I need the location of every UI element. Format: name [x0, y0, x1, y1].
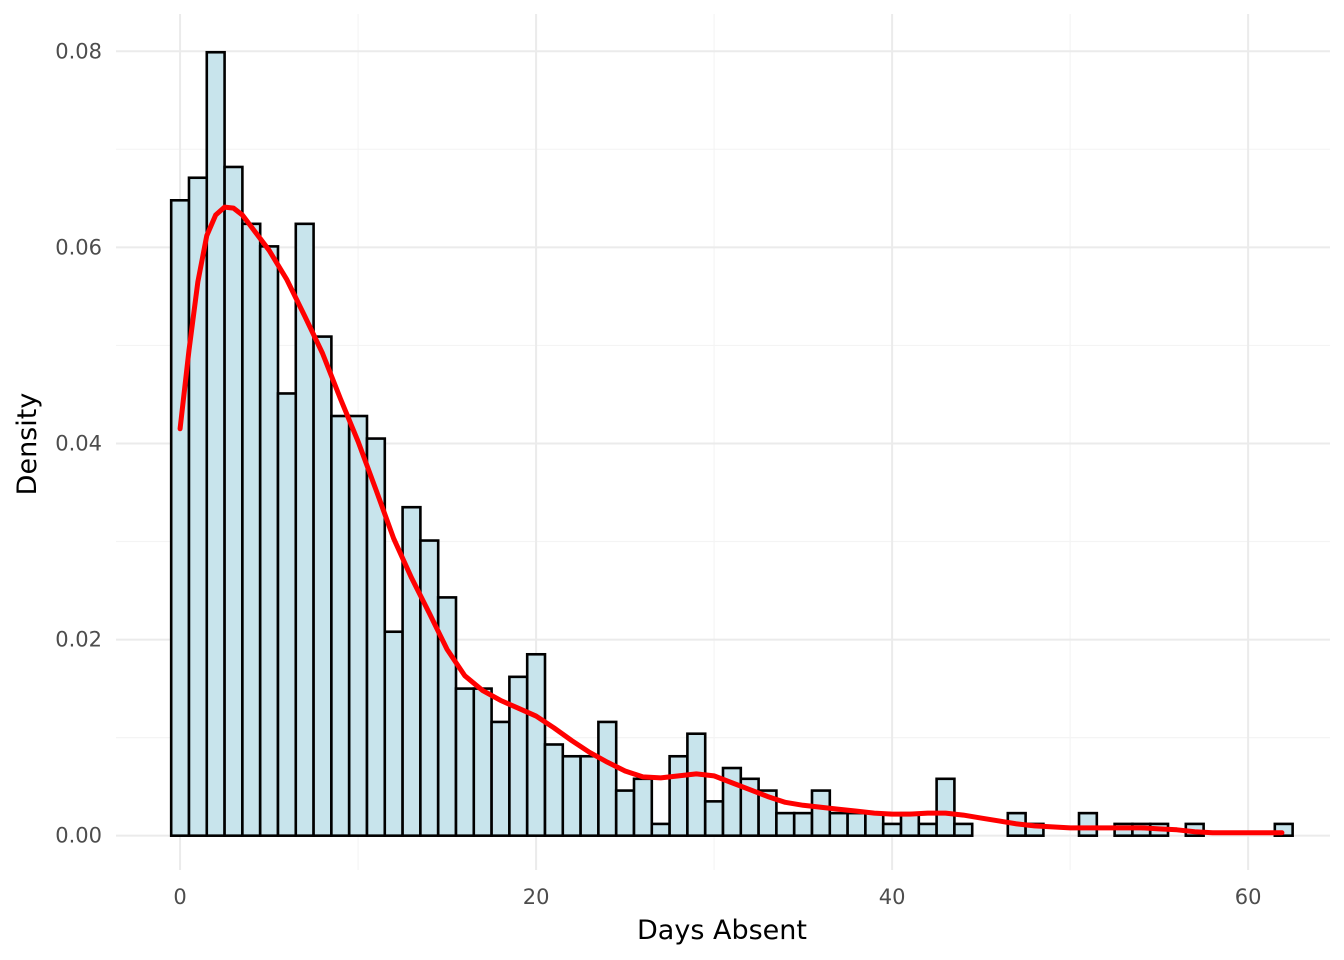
x-tick-label: 60 [1235, 885, 1262, 909]
y-tick-label: 0.02 [55, 628, 102, 652]
histogram-bar [1273, 822, 1294, 837]
histogram-bar [508, 675, 529, 837]
histogram-bar [205, 50, 226, 837]
histogram-bar [258, 245, 280, 837]
histogram-bar [223, 165, 244, 837]
y-tick-label: 0.06 [55, 235, 102, 259]
histogram-bar [828, 811, 849, 837]
histogram-bar [632, 777, 654, 837]
histogram-bar [169, 199, 191, 837]
histogram-bar [597, 720, 618, 837]
y-axis-title: Density [12, 393, 43, 496]
histogram-bar [241, 222, 262, 837]
histogram-bar [276, 392, 298, 837]
x-tick-label: 40 [879, 885, 906, 909]
histogram-bar [525, 652, 547, 837]
histogram-bar [614, 789, 636, 837]
histogram-bar [686, 732, 707, 837]
histogram-bar [953, 822, 974, 837]
y-tick-label: 0.04 [55, 431, 102, 455]
histogram-bar [330, 414, 351, 837]
histogram-bar [454, 687, 476, 837]
histogram-bar [365, 437, 387, 837]
histogram-bar [561, 754, 582, 837]
histogram-bar [401, 505, 422, 837]
y-tick-label: 0.00 [55, 824, 102, 848]
x-tick-label: 0 [173, 885, 186, 909]
y-tick-label: 0.08 [55, 39, 102, 63]
histogram-bar [490, 720, 511, 837]
histogram-bar [543, 743, 565, 837]
histogram-bar [383, 630, 404, 837]
histogram-bar [935, 777, 956, 837]
histogram-bar [472, 687, 493, 837]
histogram-bar [864, 811, 885, 837]
histogram-bar [1077, 811, 1099, 837]
histogram-bar [668, 754, 689, 837]
histogram-bar [312, 335, 333, 837]
x-tick-label: 20 [523, 885, 550, 909]
histogram-bar [792, 811, 814, 837]
histogram-bar [579, 754, 600, 837]
histogram-bar [881, 822, 903, 837]
histogram-bar [846, 811, 867, 837]
histogram-bar [419, 539, 440, 837]
x-axis-title: Days Absent [637, 915, 807, 946]
x-axis-ticks: 0 20 40 60 [173, 885, 1261, 909]
histogram-bar [650, 822, 671, 837]
histogram-bar [775, 811, 796, 837]
histogram-bar [347, 414, 369, 837]
y-axis-ticks: 0.00 0.02 0.04 0.06 0.08 [55, 39, 102, 847]
histogram-bars [169, 50, 1294, 837]
histogram-bar [703, 800, 725, 837]
histogram-bar [917, 822, 938, 837]
histogram-bar [810, 789, 832, 837]
density-curve [177, 204, 1285, 836]
